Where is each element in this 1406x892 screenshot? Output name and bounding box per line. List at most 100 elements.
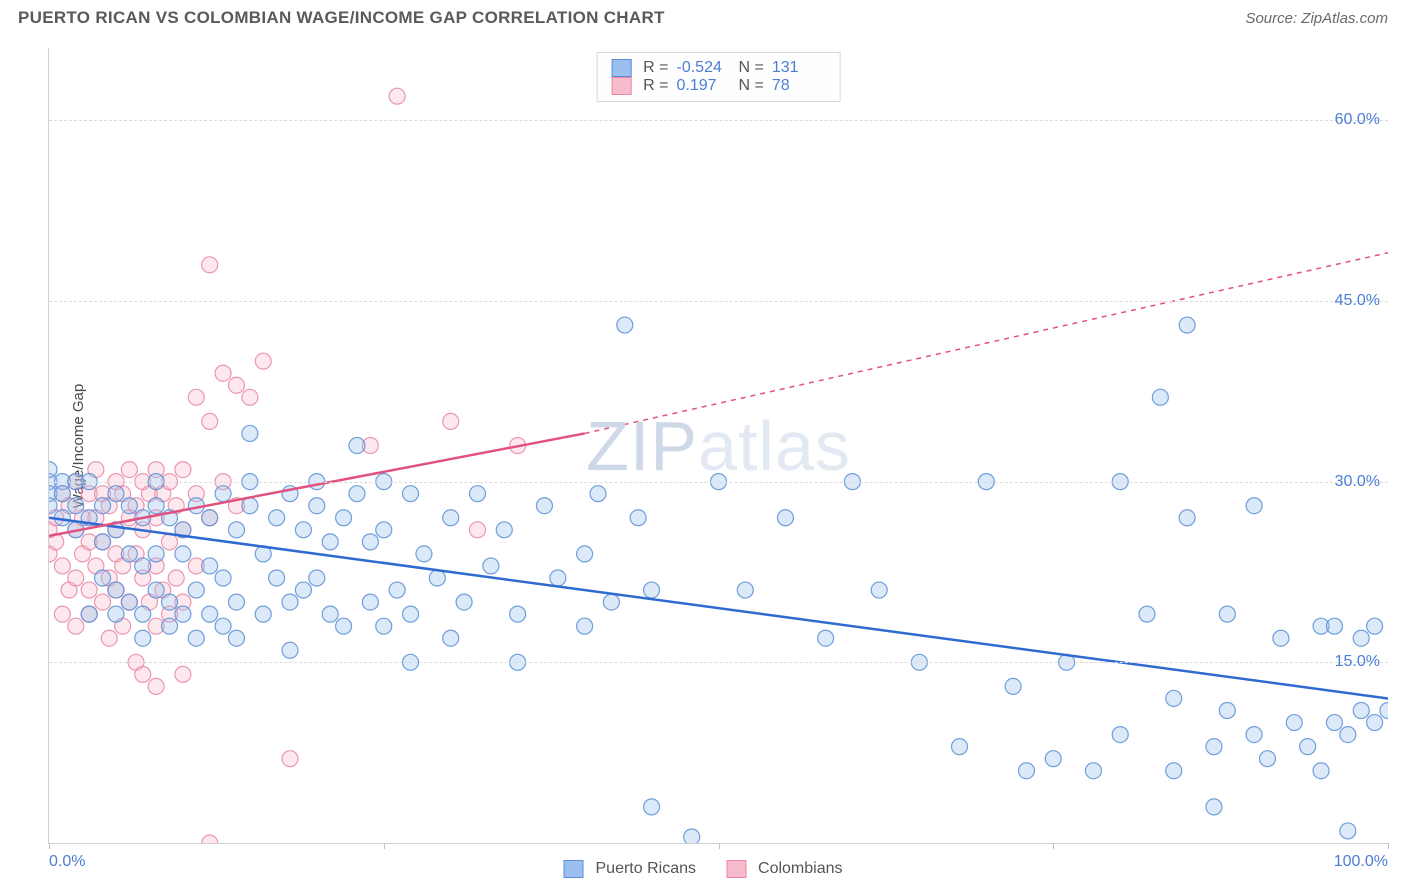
scatter-point (1045, 751, 1061, 767)
scatter-point (228, 522, 244, 538)
scatter-point (215, 570, 231, 586)
scatter-point (242, 425, 258, 441)
scatter-point (1219, 703, 1235, 719)
scatter-point (1152, 389, 1168, 405)
scatter-point (188, 389, 204, 405)
legend-swatch-co (726, 860, 746, 878)
scatter-point (443, 510, 459, 526)
scatter-point (148, 498, 164, 514)
gridline-h (49, 120, 1388, 121)
chart-title: PUERTO RICAN VS COLOMBIAN WAGE/INCOME GA… (18, 8, 665, 28)
scatter-point (1340, 727, 1356, 743)
swatch-pr (611, 59, 631, 77)
scatter-point (309, 498, 325, 514)
legend-label-pr: Puerto Ricans (596, 860, 697, 878)
scatter-point (202, 510, 218, 526)
scatter-point (1139, 606, 1155, 622)
scatter-point (135, 558, 151, 574)
scatter-point (1179, 317, 1195, 333)
scatter-point (121, 546, 137, 562)
ytick-label: 30.0% (1335, 473, 1380, 491)
scatter-point (1005, 678, 1021, 694)
scatter-point (1219, 606, 1235, 622)
xtick-mark (49, 843, 50, 849)
scatter-point (550, 570, 566, 586)
correlation-box: R = -0.524 N = 131 R = 0.197 N = 78 (596, 52, 841, 102)
scatter-point (1246, 498, 1262, 514)
scatter-point (282, 594, 298, 610)
scatter-point (1273, 630, 1289, 646)
scatter-point (818, 630, 834, 646)
scatter-point (510, 606, 526, 622)
scatter-point (1166, 763, 1182, 779)
scatter-point (1326, 618, 1342, 634)
scatter-point (577, 546, 593, 562)
r-value-co: 0.197 (677, 77, 731, 95)
scatter-point (95, 534, 111, 550)
correlation-row-co: R = 0.197 N = 78 (611, 77, 826, 95)
scatter-point (376, 618, 392, 634)
scatter-point (1246, 727, 1262, 743)
scatter-point (162, 534, 178, 550)
scatter-point (577, 618, 593, 634)
gridline-h (49, 301, 1388, 302)
legend-swatch-pr (564, 860, 584, 878)
trendline-co-dashed (585, 253, 1388, 434)
n-label: N = (739, 59, 764, 77)
scatter-point (590, 486, 606, 502)
n-label: N = (739, 77, 764, 95)
scatter-point (295, 582, 311, 598)
xtick-min-label: 0.0% (49, 853, 85, 871)
xtick-mark (1053, 843, 1054, 849)
scatter-point (121, 462, 137, 478)
gridline-h (49, 662, 1388, 663)
scatter-point (336, 618, 352, 634)
chart-plot-area: ZIPatlas R = -0.524 N = 131 R = 0.197 N … (48, 48, 1388, 844)
scatter-point (175, 606, 191, 622)
scatter-point (295, 522, 311, 538)
scatter-point (202, 835, 218, 843)
scatter-point (255, 606, 271, 622)
scatter-point (1259, 751, 1275, 767)
scatter-point (175, 546, 191, 562)
scatter-point (1380, 703, 1388, 719)
scatter-point (1286, 715, 1302, 731)
xtick-mark (719, 843, 720, 849)
scatter-point (188, 582, 204, 598)
scatter-point (228, 594, 244, 610)
n-value-co: 78 (772, 77, 826, 95)
scatter-point (255, 353, 271, 369)
scatter-point (95, 498, 111, 514)
scatter-point (54, 606, 70, 622)
scatter-point (1206, 739, 1222, 755)
scatter-point (175, 666, 191, 682)
scatter-point (162, 618, 178, 634)
scatter-point (202, 558, 218, 574)
scatter-point (242, 389, 258, 405)
scatter-point (202, 413, 218, 429)
scatter-point (469, 486, 485, 502)
scatter-point (49, 462, 57, 478)
xtick-mark (384, 843, 385, 849)
scatter-point (1112, 727, 1128, 743)
legend-item-co: Colombians (726, 860, 842, 878)
scatter-point (68, 618, 84, 634)
scatter-point (1326, 715, 1342, 731)
legend: Puerto Ricans Colombians (564, 860, 843, 878)
r-label: R = (643, 77, 668, 95)
scatter-point (483, 558, 499, 574)
scatter-point (1353, 703, 1369, 719)
r-label: R = (643, 59, 668, 77)
scatter-point (228, 630, 244, 646)
scatter-point (1367, 715, 1383, 731)
source-attribution: Source: ZipAtlas.com (1245, 10, 1388, 27)
scatter-point (362, 594, 378, 610)
scatter-point (416, 546, 432, 562)
scatter-point (737, 582, 753, 598)
scatter-point (403, 606, 419, 622)
scatter-point (1166, 690, 1182, 706)
scatter-point (871, 582, 887, 598)
xtick-max-label: 100.0% (1334, 853, 1388, 871)
scatter-point (336, 510, 352, 526)
trendline-co-solid (49, 433, 585, 535)
